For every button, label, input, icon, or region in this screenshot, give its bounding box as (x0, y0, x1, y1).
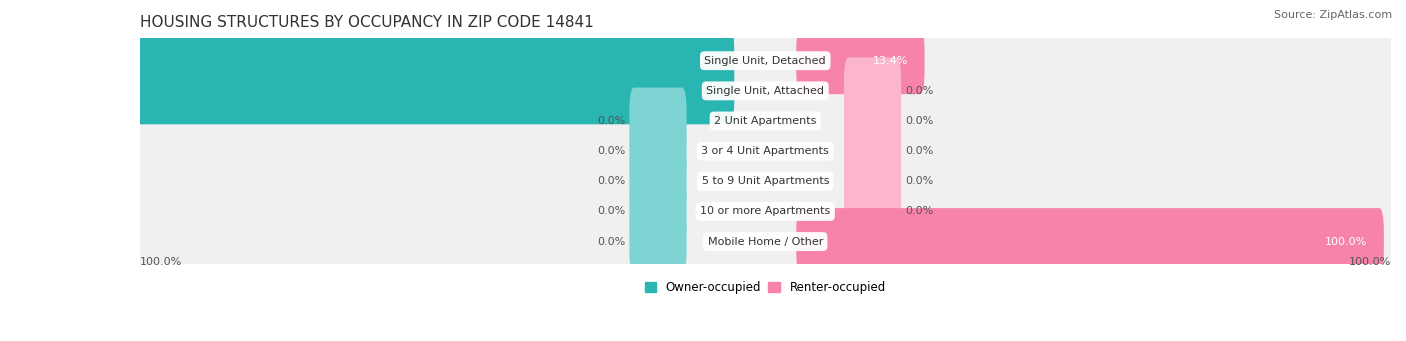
Text: 100.0%: 100.0% (1348, 257, 1391, 267)
Text: Mobile Home / Other: Mobile Home / Other (707, 237, 823, 247)
FancyBboxPatch shape (844, 57, 901, 124)
Text: 5 to 9 Unit Apartments: 5 to 9 Unit Apartments (702, 176, 830, 186)
Text: 0.0%: 0.0% (905, 206, 934, 217)
FancyBboxPatch shape (844, 178, 901, 245)
FancyBboxPatch shape (630, 178, 686, 245)
Text: 2 Unit Apartments: 2 Unit Apartments (714, 116, 817, 126)
Text: 13.4%: 13.4% (873, 56, 908, 66)
Legend: Owner-occupied, Renter-occupied: Owner-occupied, Renter-occupied (640, 277, 890, 299)
FancyBboxPatch shape (630, 118, 686, 184)
Text: 100.0%: 100.0% (139, 257, 181, 267)
FancyBboxPatch shape (135, 0, 1396, 125)
FancyBboxPatch shape (135, 26, 1396, 155)
FancyBboxPatch shape (135, 177, 1396, 306)
FancyBboxPatch shape (0, 57, 734, 124)
Text: 100.0%: 100.0% (1324, 237, 1367, 247)
FancyBboxPatch shape (844, 88, 901, 154)
FancyBboxPatch shape (630, 148, 686, 215)
Text: Single Unit, Attached: Single Unit, Attached (706, 86, 824, 96)
Text: 10 or more Apartments: 10 or more Apartments (700, 206, 831, 217)
Text: 0.0%: 0.0% (598, 146, 626, 156)
FancyBboxPatch shape (73, 27, 734, 94)
FancyBboxPatch shape (796, 27, 925, 94)
Text: 0.0%: 0.0% (598, 237, 626, 247)
FancyBboxPatch shape (135, 147, 1396, 276)
Text: 0.0%: 0.0% (905, 116, 934, 126)
FancyBboxPatch shape (844, 148, 901, 215)
Text: 0.0%: 0.0% (905, 176, 934, 186)
FancyBboxPatch shape (135, 117, 1396, 246)
Text: 86.6%: 86.6% (90, 56, 125, 66)
Text: 0.0%: 0.0% (905, 146, 934, 156)
FancyBboxPatch shape (796, 208, 1384, 275)
FancyBboxPatch shape (630, 208, 686, 275)
Text: 0.0%: 0.0% (905, 86, 934, 96)
Text: 0.0%: 0.0% (598, 206, 626, 217)
FancyBboxPatch shape (844, 118, 901, 184)
Text: 0.0%: 0.0% (598, 176, 626, 186)
Text: Single Unit, Detached: Single Unit, Detached (704, 56, 827, 66)
Text: 3 or 4 Unit Apartments: 3 or 4 Unit Apartments (702, 146, 830, 156)
Text: 100.0%: 100.0% (0, 86, 39, 96)
FancyBboxPatch shape (630, 88, 686, 154)
Text: 0.0%: 0.0% (598, 116, 626, 126)
Text: HOUSING STRUCTURES BY OCCUPANCY IN ZIP CODE 14841: HOUSING STRUCTURES BY OCCUPANCY IN ZIP C… (139, 15, 593, 30)
FancyBboxPatch shape (135, 87, 1396, 216)
FancyBboxPatch shape (135, 57, 1396, 186)
Text: Source: ZipAtlas.com: Source: ZipAtlas.com (1274, 10, 1392, 20)
